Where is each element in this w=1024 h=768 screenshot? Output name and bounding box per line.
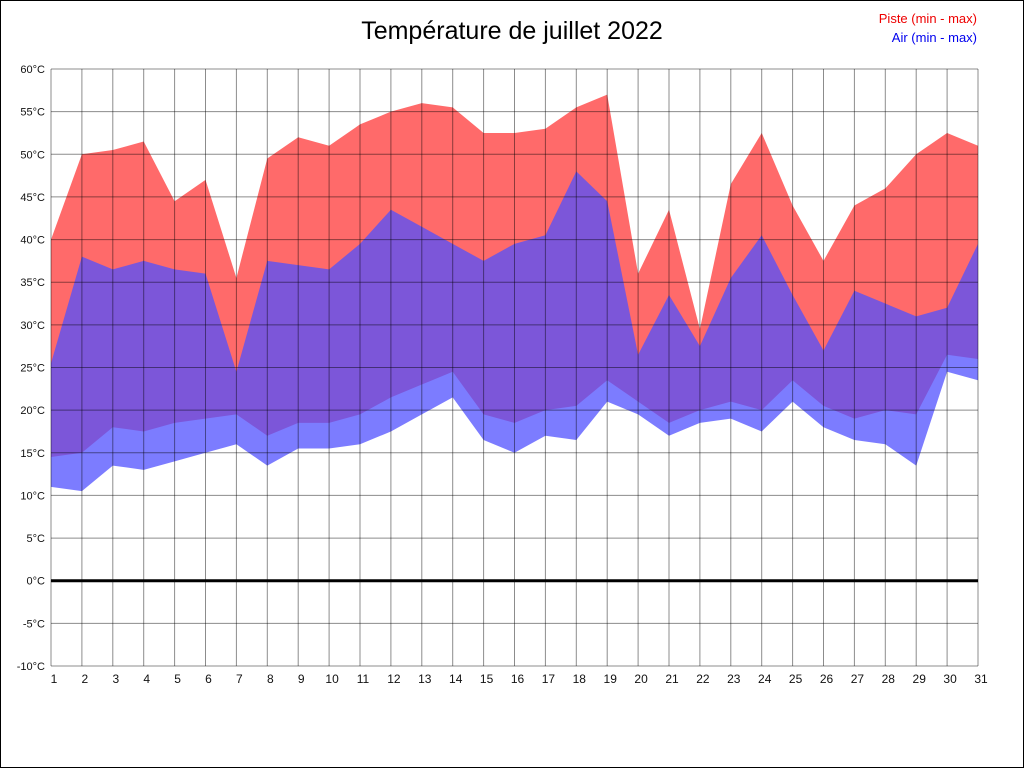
legend: Piste (min - max) Air (min - max) [879, 9, 977, 47]
x-tick-label: 2 [82, 672, 89, 686]
y-tick-label: 0°C [27, 576, 46, 588]
y-tick-label: 45°C [20, 192, 45, 204]
x-tick-label: 6 [205, 672, 212, 686]
x-tick-label: 20 [634, 672, 648, 686]
y-tick-label: 60°C [20, 64, 45, 76]
y-axis-labels: 60°C 55°C 50°C 45°C 40°C 35°C 30°C 25°C 20°C 15°C… [17, 64, 45, 673]
x-tick-label: 15 [480, 672, 494, 686]
x-tick-label: 9 [298, 672, 305, 686]
x-tick-label: 23 [727, 672, 741, 686]
x-tick-label: 26 [820, 672, 834, 686]
x-tick-label: 18 [573, 672, 587, 686]
x-tick-label: 30 [943, 672, 957, 686]
chart-title: Température de juillet 2022 [361, 17, 663, 45]
x-tick-label: 14 [449, 672, 463, 686]
x-tick-label: 25 [789, 672, 803, 686]
x-tick-label: 10 [325, 672, 339, 686]
legend-piste: Piste (min - max) [878, 11, 977, 26]
x-tick-label: 22 [696, 672, 710, 686]
x-tick-label: 21 [665, 672, 679, 686]
y-tick-label: 20°C [20, 405, 45, 417]
series-bands [51, 94, 978, 492]
x-tick-label: 3 [112, 672, 119, 686]
y-tick-label: 55°C [20, 107, 45, 119]
y-tick-label: -10°C [17, 661, 45, 673]
air-band [51, 171, 978, 492]
y-tick-label: 35°C [20, 277, 45, 289]
x-tick-label: 29 [913, 672, 927, 686]
x-tick-label: 7 [236, 672, 243, 686]
y-tick-label: 40°C [20, 235, 45, 247]
x-tick-label: 12 [387, 672, 401, 686]
x-tick-label: 11 [357, 672, 370, 686]
x-tick-label: 19 [604, 672, 618, 686]
x-tick-label: 5 [174, 672, 181, 686]
x-tick-label: 27 [851, 672, 865, 686]
x-tick-label: 13 [418, 672, 432, 686]
x-axis-labels: 1 2 3 4 5 6 7 8 9 10 11 12 13 14 15 16 17 18 19 20 21 22 23 24 2… [51, 672, 988, 686]
y-tick-label: 50°C [20, 149, 45, 161]
x-tick-label: 28 [882, 672, 896, 686]
y-tick-label: 5°C [27, 533, 46, 545]
y-tick-label: 15°C [20, 448, 45, 460]
x-tick-label: 16 [511, 672, 525, 686]
gridlines [50, 68, 979, 667]
x-tick-label: 31 [974, 672, 988, 686]
x-tick-label: 8 [267, 672, 274, 686]
x-tick-label: 1 [51, 672, 58, 686]
y-tick-label: 30°C [20, 320, 45, 332]
y-tick-label: 10°C [20, 490, 45, 502]
legend-air: Air (min - max) [891, 30, 977, 45]
x-tick-label: 4 [143, 672, 150, 686]
x-tick-label: 24 [758, 672, 772, 686]
y-tick-label: -5°C [23, 618, 45, 630]
x-tick-label: 17 [542, 672, 556, 686]
y-tick-label: 25°C [20, 363, 45, 375]
